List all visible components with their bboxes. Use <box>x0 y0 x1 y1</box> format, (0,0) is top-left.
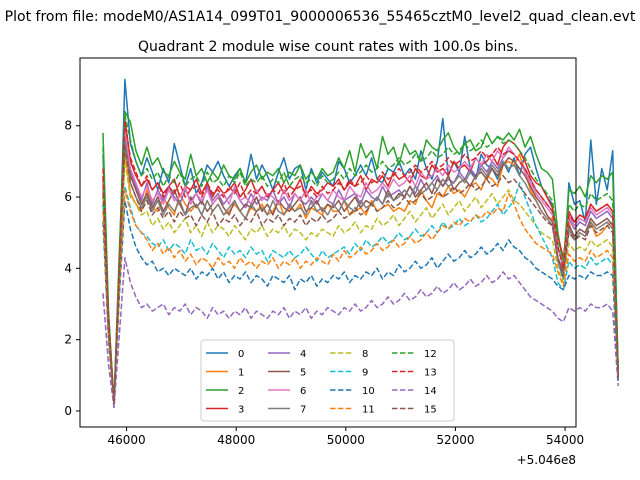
legend-item-9: 9 <box>330 368 368 379</box>
axes-frame <box>79 57 577 428</box>
legend-item-2: 2 <box>206 386 244 397</box>
series-line-14 <box>102 256 619 409</box>
series-line-0 <box>102 78 619 405</box>
series-line-15 <box>102 146 619 405</box>
series-line-9 <box>102 182 619 405</box>
series-line-3 <box>102 117 619 405</box>
legend-item-3: 3 <box>206 405 244 416</box>
legend-label: 0 <box>238 349 244 360</box>
legend-item-5: 5 <box>268 368 306 379</box>
legend-item-10: 10 <box>330 386 375 397</box>
legend-item-6: 6 <box>268 386 306 397</box>
legend-label: 13 <box>424 368 437 379</box>
y-tick-label: 0 <box>64 404 72 418</box>
legend-item-7: 7 <box>268 405 306 416</box>
legend-box <box>200 339 455 422</box>
series-line-2 <box>102 110 619 405</box>
figure-suptitle: Plot from file: modeM0/AS1A14_099T01_900… <box>5 9 636 25</box>
plot-area <box>102 78 619 409</box>
x-tick-label: 52000 <box>436 433 474 447</box>
legend-item-12: 12 <box>392 349 437 360</box>
x-tick-label: 54000 <box>546 433 584 447</box>
y-tick-label: 8 <box>64 119 72 133</box>
y-tick-label: 4 <box>64 261 72 275</box>
legend-item-0: 0 <box>206 349 244 360</box>
legend-label: 1 <box>238 368 244 379</box>
legend-label: 14 <box>424 386 437 397</box>
x-tick-label: 46000 <box>107 433 145 447</box>
legend-item-8: 8 <box>330 349 368 360</box>
legend-item-1: 1 <box>206 368 244 379</box>
legend-label: 9 <box>362 368 368 379</box>
legend-label: 15 <box>424 405 437 416</box>
series-line-8 <box>102 160 619 405</box>
legend-label: 3 <box>238 405 244 416</box>
legend-label: 7 <box>300 405 306 416</box>
legend-item-4: 4 <box>268 349 306 360</box>
series-line-5 <box>102 132 619 405</box>
legend-label: 10 <box>362 386 375 397</box>
x-tick-label: 50000 <box>327 433 365 447</box>
series-line-7 <box>102 139 619 405</box>
y-axis: 0 2 4 6 8 <box>64 119 80 418</box>
legend-label: 6 <box>300 386 306 397</box>
series-line-10 <box>102 199 619 409</box>
legend-item-15: 15 <box>392 405 437 416</box>
legend-label: 4 <box>300 349 306 360</box>
x-tick-label: 48000 <box>217 433 255 447</box>
legend-label: 11 <box>362 405 375 416</box>
series-line-12 <box>102 114 619 405</box>
legend-label: 8 <box>362 349 368 360</box>
y-tick-label: 6 <box>64 190 72 204</box>
series-line-13 <box>102 121 619 405</box>
chart-title: Quadrant 2 module wise count rates with … <box>138 39 518 55</box>
x-axis: 46000 48000 50000 52000 54000 <box>107 427 584 447</box>
series-line-11 <box>102 189 619 405</box>
series-line-6 <box>102 128 619 405</box>
legend-label: 5 <box>300 368 306 379</box>
x-offset-label: +5.046e8 <box>517 453 576 467</box>
legend-label: 2 <box>238 386 244 397</box>
legend-item-11: 11 <box>330 405 375 416</box>
legend-item-13: 13 <box>392 368 437 379</box>
legend-item-14: 14 <box>392 386 437 397</box>
legend-label: 12 <box>424 349 437 360</box>
y-tick-label: 2 <box>64 333 72 347</box>
